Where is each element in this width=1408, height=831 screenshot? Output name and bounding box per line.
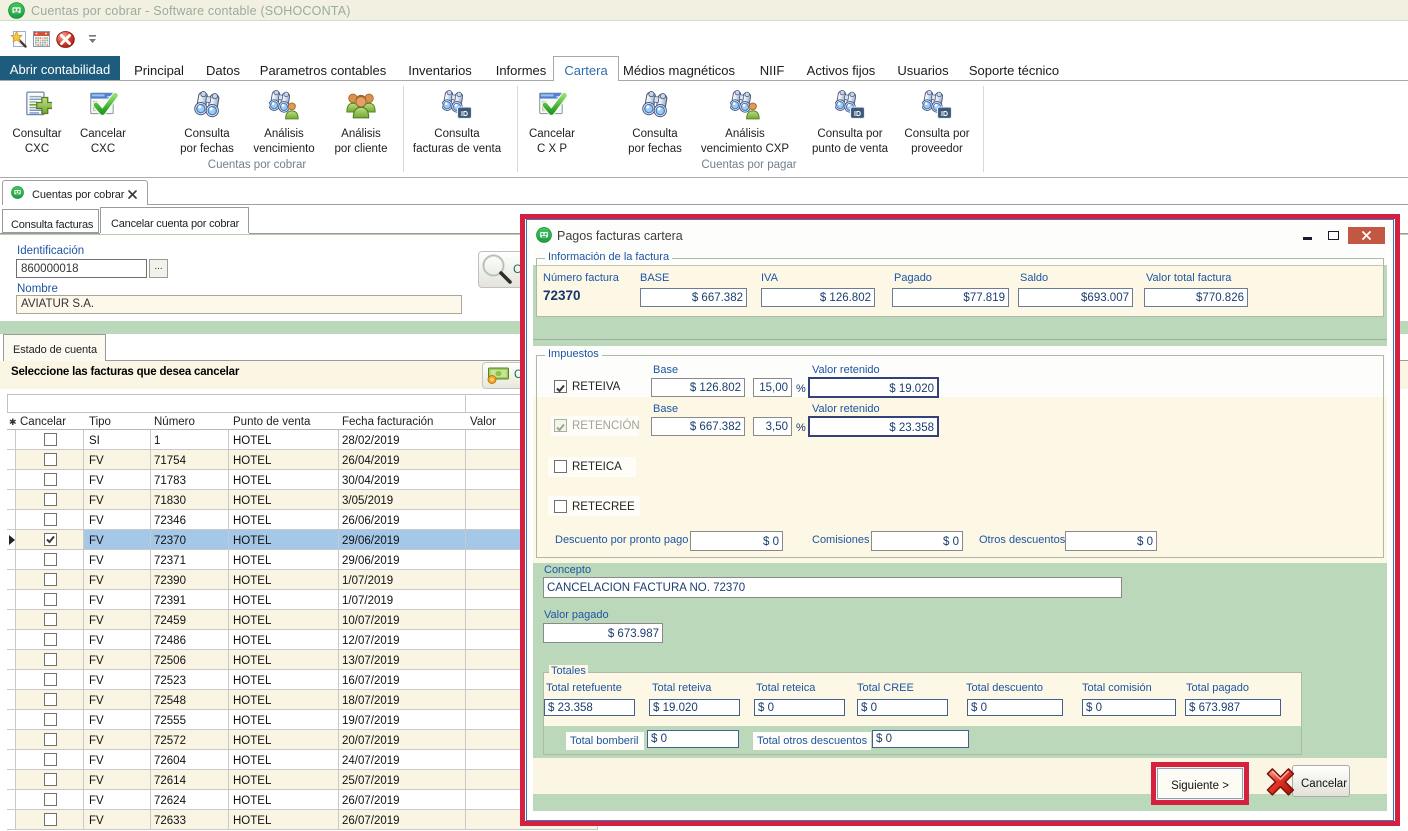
svg-text:ID: ID bbox=[854, 111, 861, 118]
svg-text:ID: ID bbox=[461, 111, 468, 118]
svg-text:ID: ID bbox=[941, 111, 948, 118]
